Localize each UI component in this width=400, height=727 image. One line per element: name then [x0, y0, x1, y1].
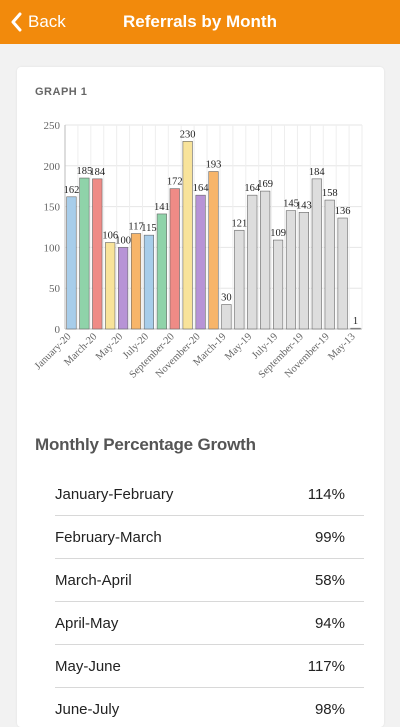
y-tick-label: 0 — [55, 324, 61, 336]
bar — [130, 233, 142, 330]
bar — [169, 188, 180, 330]
x-tick-label: May-19 — [223, 331, 254, 362]
y-tick-label: 100 — [44, 242, 61, 254]
growth-row-value: 117% — [307, 657, 345, 675]
content-card: GRAPH 1 0 50 100 150 200 250 162 January-20 185 1… — [17, 67, 384, 727]
bar — [195, 194, 206, 330]
x-tick-label: May-13 — [326, 331, 357, 362]
referrals-bar-chart: 050100150200250162January-20185184March-… — [33, 120, 363, 381]
bar — [118, 247, 129, 330]
bar — [208, 171, 219, 330]
data-label: 172 — [167, 177, 183, 188]
growth-row: March-April 58% — [55, 559, 364, 602]
growth-row: April-May 94% — [55, 602, 364, 645]
data-label: 115 — [141, 223, 156, 234]
bar — [66, 196, 77, 330]
data-label: 230 — [180, 129, 196, 140]
bar — [298, 212, 309, 330]
bar — [234, 229, 245, 330]
bar — [143, 234, 155, 330]
data-label: 141 — [154, 202, 170, 213]
growth-row-value: 58% — [314, 571, 345, 589]
data-label: 193 — [206, 160, 222, 171]
y-tick-label: 50 — [49, 283, 61, 295]
bar — [182, 141, 193, 330]
bar — [350, 327, 361, 330]
growth-row: May-June 117% — [55, 645, 364, 688]
back-button[interactable]: Back — [10, 10, 66, 34]
bar — [247, 194, 258, 330]
growth-row-value: 114% — [307, 485, 345, 503]
bar — [79, 177, 90, 330]
data-label: 184 — [309, 167, 326, 178]
bar — [221, 304, 232, 330]
data-label: 100 — [115, 235, 131, 246]
data-label: 162 — [64, 185, 80, 196]
growth-list: January-February 114% February-March 99%… — [55, 473, 364, 727]
growth-row: June-July 98% — [55, 688, 364, 727]
bar — [311, 178, 322, 330]
y-tick-label: 200 — [44, 161, 61, 173]
y-tick-label: 250 — [44, 120, 61, 132]
data-label: 136 — [335, 206, 351, 217]
growth-row-label: June-July — [55, 700, 120, 718]
data-label: 169 — [257, 179, 273, 190]
bar — [337, 217, 348, 330]
data-label: 30 — [221, 293, 232, 304]
growth-row-label: March-April — [55, 571, 132, 589]
data-label: 117 — [128, 222, 143, 233]
data-label: 158 — [322, 188, 338, 199]
bar — [105, 242, 116, 330]
growth-row-label: January-February — [55, 485, 174, 503]
growth-row-value: 94% — [314, 614, 345, 632]
graph-label: GRAPH 1 — [35, 86, 88, 98]
data-label: 164 — [244, 183, 261, 194]
bar — [272, 239, 284, 330]
growth-row-label: May-June — [55, 657, 121, 675]
data-label: 185 — [76, 166, 92, 177]
bar — [260, 190, 271, 330]
data-label: 164 — [193, 183, 210, 194]
growth-row: January-February 114% — [55, 473, 364, 516]
app-header: Back Referrals by Month — [0, 0, 400, 44]
bar — [92, 178, 103, 330]
growth-row-value: 99% — [314, 528, 345, 546]
data-label: 1 — [353, 316, 358, 327]
data-label: 109 — [270, 228, 286, 239]
growth-row: February-March 99% — [55, 516, 364, 559]
chevron-left-icon — [11, 12, 22, 32]
x-tick-label: May-20 — [94, 331, 125, 362]
growth-row-label: April-May — [55, 614, 119, 632]
data-label: 106 — [102, 231, 118, 242]
growth-section-title: Monthly Percentage Growth — [35, 435, 256, 454]
bar — [324, 199, 335, 330]
back-label: Back — [28, 12, 66, 31]
data-label: 184 — [89, 167, 106, 178]
bar — [285, 210, 297, 330]
y-tick-label: 150 — [44, 202, 61, 214]
data-label: 121 — [231, 218, 247, 229]
bar — [156, 213, 167, 330]
growth-row-value: 98% — [314, 700, 345, 718]
data-label: 145 — [283, 199, 299, 210]
data-label: 143 — [296, 200, 312, 211]
growth-row-label: February-March — [55, 528, 162, 546]
